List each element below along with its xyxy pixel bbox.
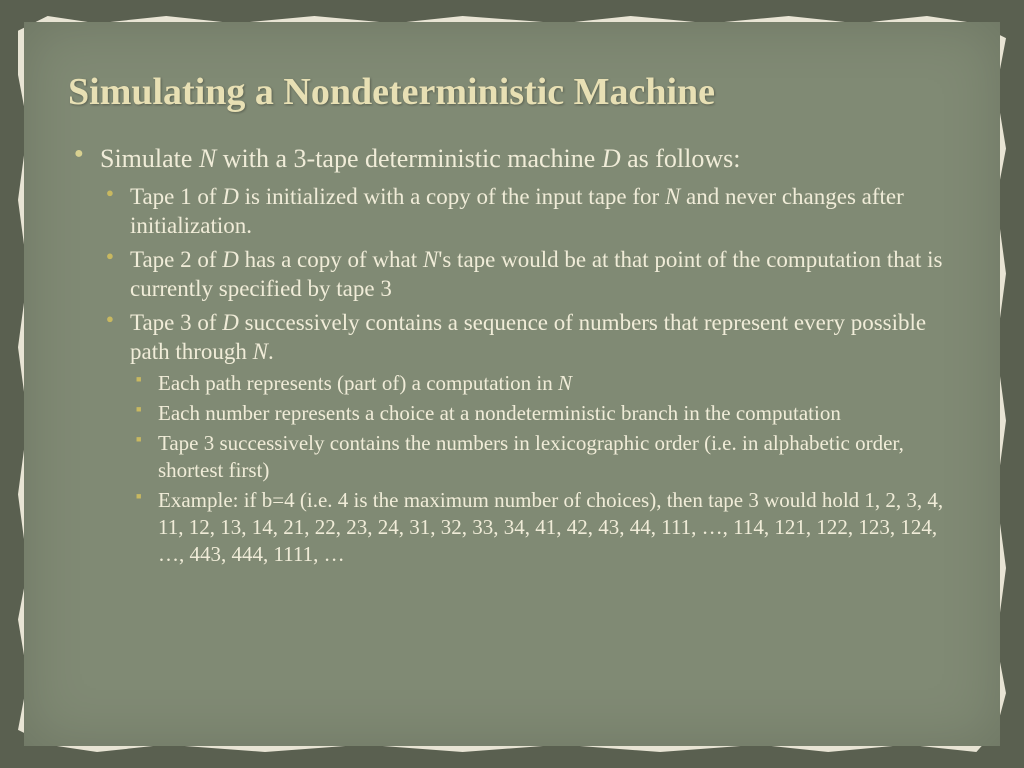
text: Each path represents (part of) a computa… xyxy=(158,371,558,395)
var-n: N xyxy=(558,371,572,395)
var-d: D xyxy=(222,184,239,209)
lvl2-item: Tape 1 of D is initialized with a copy o… xyxy=(100,182,956,241)
var-n: N xyxy=(665,184,680,209)
lvl3-item: Each number represents a choice at a non… xyxy=(130,400,956,427)
text: is initialized with a copy of the input … xyxy=(239,184,665,209)
lvl2-item: Tape 3 of D successively contains a sequ… xyxy=(100,308,956,568)
text: . xyxy=(268,339,274,364)
lvl2-item: Tape 2 of D has a copy of what N's tape … xyxy=(100,245,956,304)
text: successively contains a sequence of numb… xyxy=(130,310,926,364)
text: as follows: xyxy=(621,144,741,173)
bullet-list-lvl2: Tape 1 of D is initialized with a copy o… xyxy=(100,182,956,568)
lvl3-item: Example: if b=4 (i.e. 4 is the maximum n… xyxy=(130,487,956,568)
var-n: N xyxy=(199,144,216,173)
lvl3-item: Tape 3 successively contains the numbers… xyxy=(130,430,956,484)
var-n: N xyxy=(423,247,438,272)
var-d: D xyxy=(222,247,239,272)
text: Simulate xyxy=(100,144,199,173)
var-d: D xyxy=(222,310,239,335)
text: Tape 1 of xyxy=(130,184,222,209)
text: has a copy of what xyxy=(239,247,423,272)
bullet-list-lvl1: Simulate N with a 3-tape deterministic m… xyxy=(68,142,956,568)
slide-title: Simulating a Nondeterministic Machine xyxy=(68,70,956,114)
slide-paper: Simulating a Nondeterministic Machine Si… xyxy=(24,22,1000,746)
var-n: N xyxy=(253,339,268,364)
bullet-list-lvl3: Each path represents (part of) a computa… xyxy=(130,370,956,567)
text: Tape 3 of xyxy=(130,310,222,335)
text: with a 3-tape deterministic machine xyxy=(216,144,602,173)
lvl1-item: Simulate N with a 3-tape deterministic m… xyxy=(68,142,956,568)
var-d: D xyxy=(602,144,621,173)
lvl3-item: Each path represents (part of) a computa… xyxy=(130,370,956,397)
text: Tape 2 of xyxy=(130,247,222,272)
